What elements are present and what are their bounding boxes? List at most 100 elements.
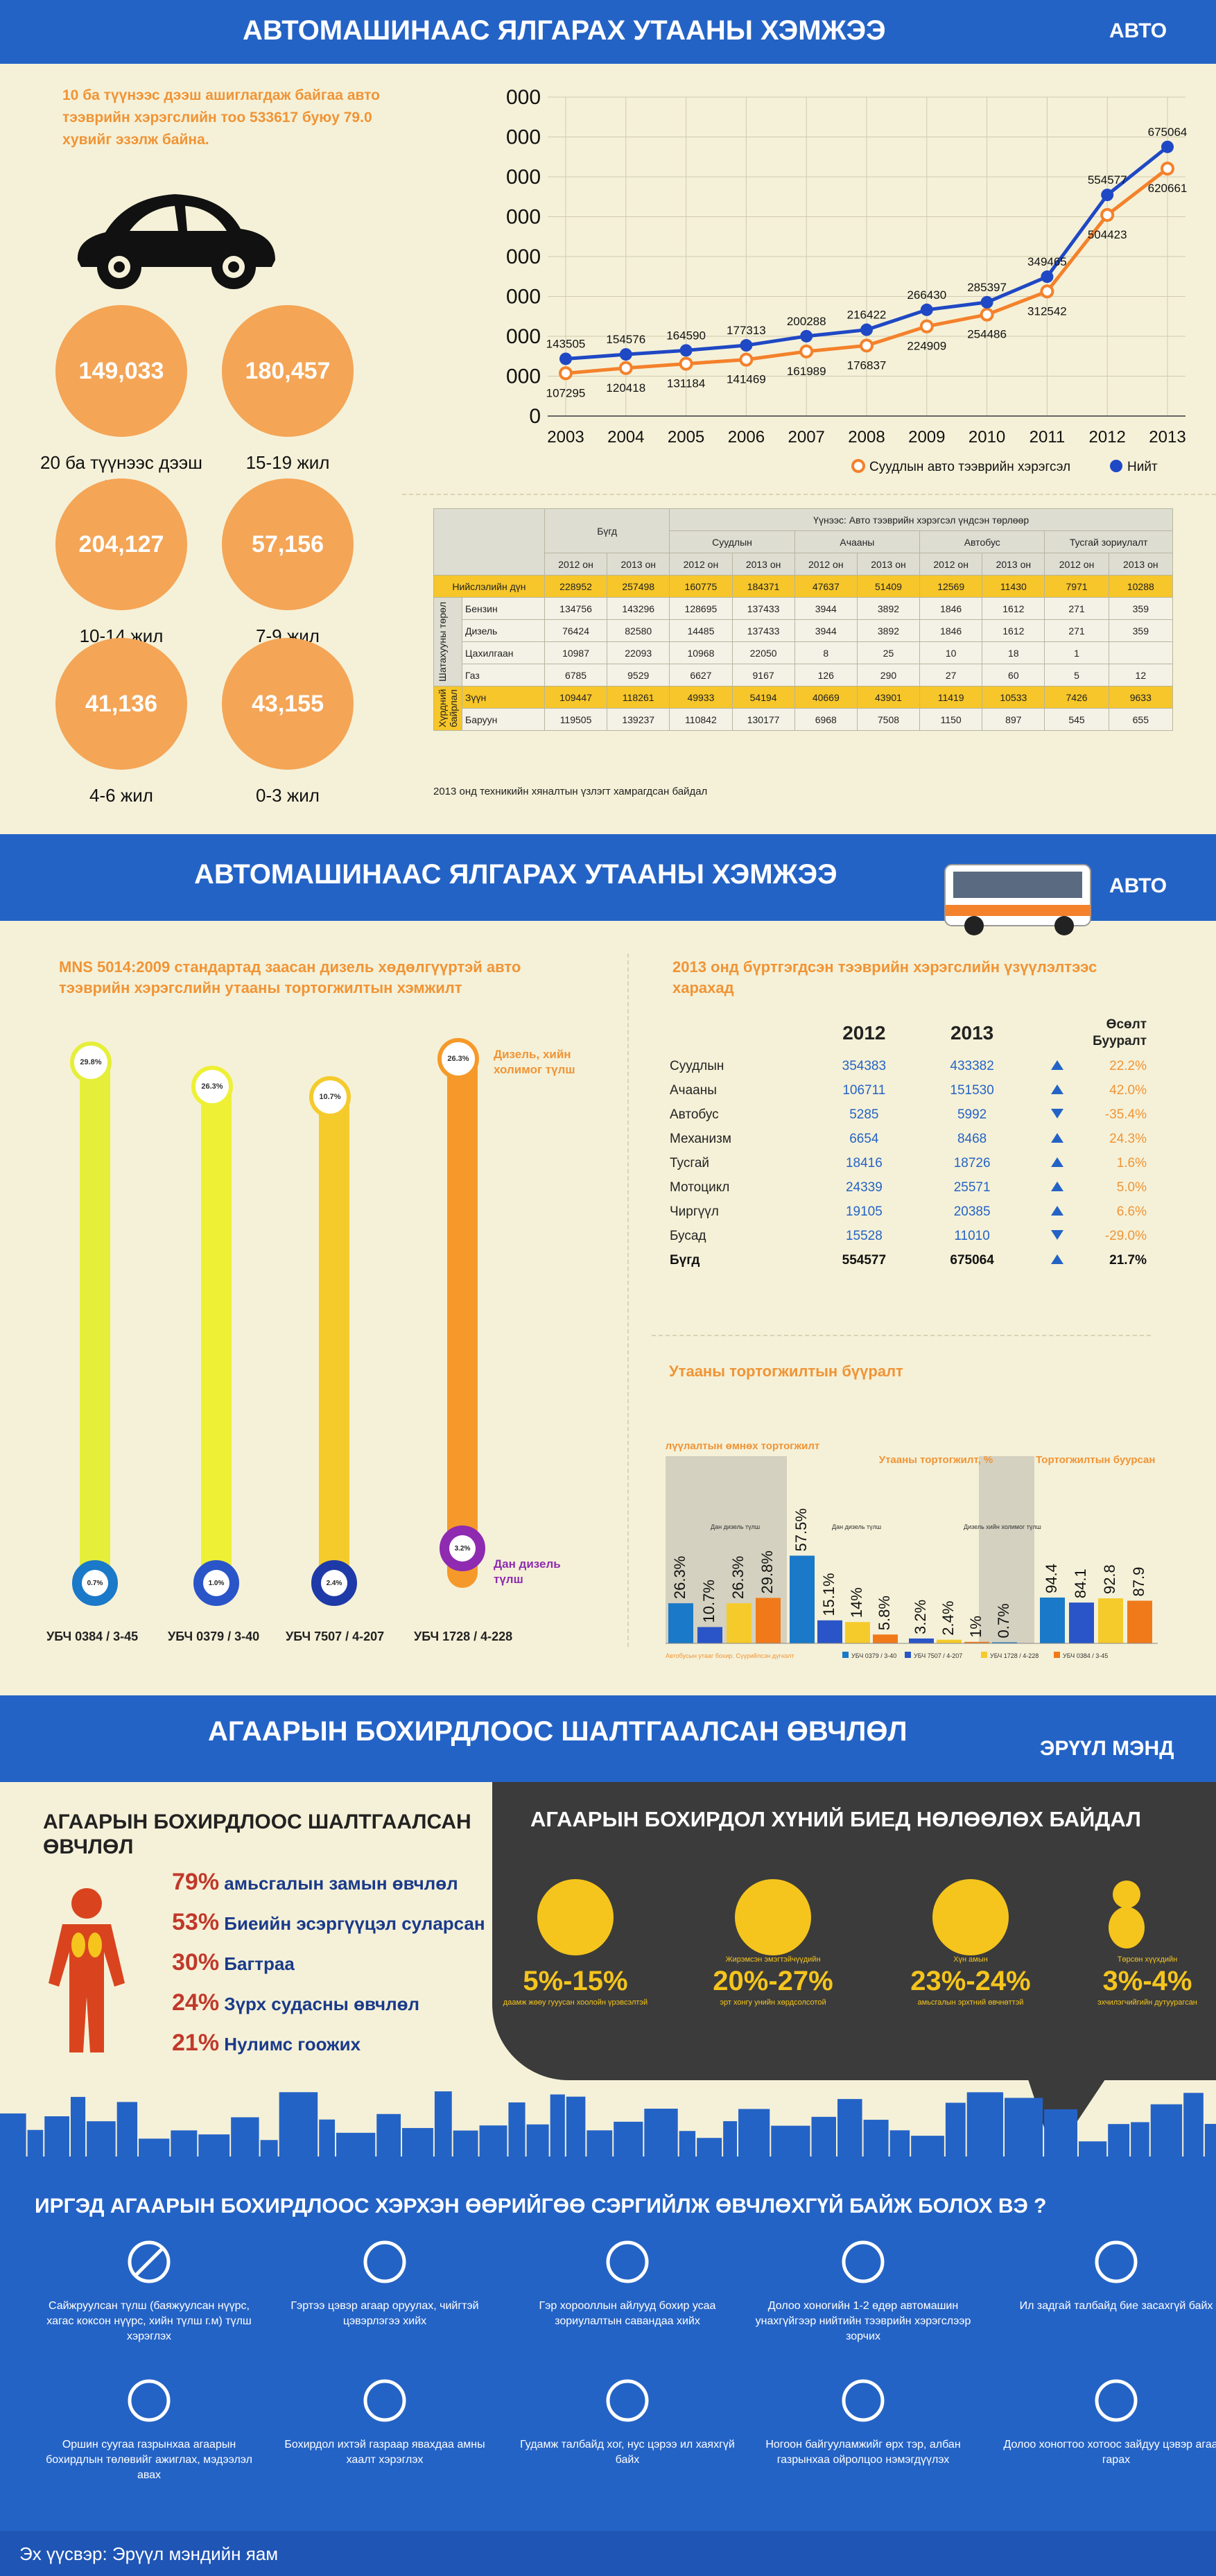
section1-title: АВТОМАШИНААС ЯЛГАРАХ УТААНЫ ХЭМЖЭЭ	[243, 15, 886, 46]
table-cell: 3944	[794, 597, 858, 620]
data-label: 504423	[1088, 228, 1127, 241]
table-cell: 3892	[856, 619, 921, 642]
data-label: 120418	[606, 381, 645, 395]
tube-bottom-value: 2.4%	[321, 1570, 347, 1596]
x-tick-label: 2013	[1149, 428, 1185, 447]
growth-2012: 15528	[845, 1228, 883, 1243]
fetus-icon	[735, 1879, 811, 1955]
effect-sub: даамж жөөу гууусан хоолойн үрэвсэлтэй	[503, 1998, 648, 2007]
growth-row: Бүгд 554577 675064 21.7%	[666, 1248, 1151, 1272]
tube-top-value: 29.8%	[70, 1041, 112, 1083]
data-label: 620661	[1148, 182, 1188, 195]
triangle	[1051, 1132, 1063, 1143]
table-cell: 6785	[544, 664, 608, 686]
growth-pct: 21.7%	[1109, 1252, 1147, 1268]
growth-head-2013: 2013	[950, 1022, 994, 1044]
disease-item: 24% Зүрх судасны өвчлөл	[172, 1989, 419, 2016]
table-cell: 51409	[856, 575, 921, 598]
table-cell: 18	[982, 641, 1045, 664]
x-tick-label: 2008	[848, 428, 885, 447]
bar	[937, 1639, 962, 1643]
table-cell: 12	[1108, 664, 1174, 686]
table-cell: 76424	[544, 619, 608, 642]
data-point	[1100, 207, 1115, 222]
table-cell: 7971	[1044, 575, 1109, 598]
table-title: Үүнээс: Авто тээврийн хэрэгсэл үндсэн тө…	[669, 508, 1173, 531]
growth-pct: 5.0%	[1116, 1179, 1147, 1195]
data-point	[799, 344, 814, 358]
table-cell: 49933	[669, 686, 733, 709]
table-row-label: Газ	[462, 664, 545, 686]
bar-group-bg	[979, 1456, 1034, 1643]
bar	[964, 1641, 989, 1643]
table-cell: 10533	[982, 686, 1045, 709]
bar-value-label: 87.9	[1130, 1567, 1147, 1597]
growth-row: Ачааны 106711 151530 42.0%	[666, 1078, 1151, 1103]
table-year-head: 2013 он	[607, 553, 670, 576]
effect-top: Хүн амын	[953, 1955, 988, 1964]
skyline-building	[679, 2131, 696, 2163]
age-circle-label: 15-19 жил	[245, 452, 330, 473]
vehicle-table: Бүгд Үүнээс: Авто тээврийн хэрэгсэл үндсэ…	[433, 508, 1174, 731]
data-label: 285397	[967, 281, 1007, 294]
growth-2013: 675064	[950, 1252, 994, 1268]
table-cell	[1108, 641, 1174, 664]
table-year-head: 2013 он	[982, 553, 1045, 576]
table-cell: 6627	[669, 664, 733, 686]
bar-value-label: 14%	[848, 1587, 865, 1618]
bar-legend-swatch	[842, 1652, 849, 1658]
table-year-head: 2012 он	[1044, 553, 1109, 576]
age-circle-label: 0-3 жил	[256, 785, 320, 806]
growth-title: 2013 онд бүртгэгдсэн тээврийн хэрэгслийн…	[672, 958, 1097, 996]
disease-pct: 21%	[172, 2030, 220, 2056]
growth-2013: 20385	[953, 1204, 991, 1219]
arrow-up-icon	[1026, 1151, 1068, 1175]
disease-list: 79% амьсгалын замын өвчлөл 53% Биеийн эсэ…	[0, 0, 1216, 2056]
table-cell: 655	[1108, 708, 1174, 731]
body-figure-icon	[49, 1888, 125, 2052]
disease-item: 53% Биеийн эсэргүүцэл суларсан	[172, 1909, 485, 1936]
growth-name: Мотоцикл	[670, 1179, 730, 1195]
table-cell: 14485	[669, 619, 733, 642]
table-year-head: 2013 он	[856, 553, 921, 576]
bar-caption: Тортогжилтын буурсан хувь	[1036, 1454, 1158, 1466]
y-tick-label: 0	[529, 405, 541, 428]
table-cell: 271	[1044, 619, 1109, 642]
section1-tag: АВТО	[1109, 19, 1167, 42]
smoke-tube	[80, 1047, 110, 1588]
bar-value-label: 3.2%	[912, 1600, 929, 1634]
skyline-building	[279, 2092, 318, 2163]
bar	[1127, 1600, 1152, 1643]
table-row-label: Цахилгаан	[462, 641, 545, 664]
tube-bottom-ring: 1.0%	[193, 1560, 239, 1606]
smoke-tube	[201, 1071, 232, 1588]
table-cell: 9633	[1108, 686, 1174, 709]
no-smoke-icon	[128, 2240, 171, 2283]
table-group-head: Тусгай зориулалт	[1044, 530, 1173, 553]
bar-legend-swatch	[1054, 1652, 1060, 1658]
triangle	[1051, 1229, 1063, 1240]
data-label: 161989	[787, 365, 826, 378]
bus-icon	[944, 864, 1091, 935]
table-cell: 109447	[544, 686, 608, 709]
bar	[790, 1555, 815, 1643]
smoke-tube	[319, 1082, 349, 1588]
data-label: 177313	[727, 324, 766, 337]
effect-pct: 5%-15%	[523, 1966, 628, 1996]
bar-value-label: 92.8	[1101, 1564, 1118, 1594]
table-cell: 545	[1044, 708, 1109, 731]
table-cell: 7508	[856, 708, 921, 731]
skyline-building	[1150, 2104, 1183, 2163]
table-year-head: 2012 он	[919, 553, 983, 576]
skyline-building	[614, 2121, 643, 2163]
effect-pct: 20%-27%	[713, 1966, 833, 1996]
table-cell: 359	[1108, 597, 1174, 620]
table-cell: 130177	[731, 708, 795, 731]
growth-pct: 22.2%	[1109, 1058, 1147, 1073]
table-cell: 8	[794, 641, 858, 664]
y-tick-label: 700000	[506, 126, 541, 149]
table-cell: 160775	[669, 575, 733, 598]
arrow-up-icon	[1026, 1078, 1068, 1103]
table-cell: 139237	[607, 708, 670, 731]
table-year-head: 2012 он	[544, 553, 608, 576]
